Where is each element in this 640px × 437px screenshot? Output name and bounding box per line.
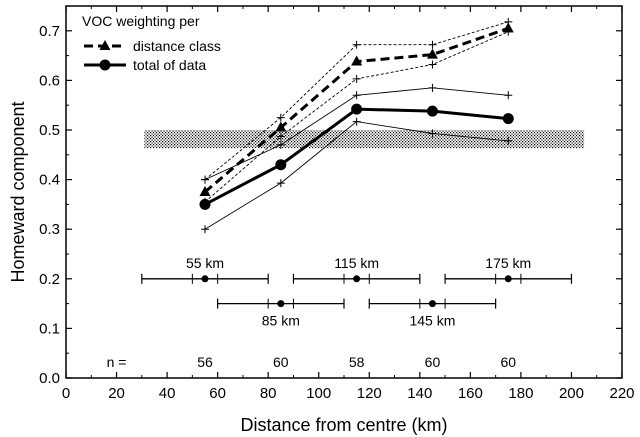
sample-size-value: 60 — [500, 354, 516, 370]
total-data-point — [275, 159, 287, 171]
total-data-lower-marker — [428, 129, 437, 138]
distance-class-lower-marker — [352, 74, 361, 83]
distance-class-point — [426, 48, 438, 59]
distance-class-label: 55 km — [186, 255, 224, 271]
x-tick-label: 20 — [108, 385, 125, 402]
distance-class-lower-marker — [428, 60, 437, 69]
total-data-upper-marker — [504, 91, 513, 100]
sample-size-value: 60 — [273, 354, 289, 370]
y-tick-label: 0.4 — [39, 172, 60, 189]
x-tick-label: 160 — [458, 385, 483, 402]
distance-class-lower-marker — [276, 132, 285, 141]
y-tick-label: 0.0 — [39, 370, 60, 387]
distance-class-point — [199, 186, 211, 196]
legend-title: VOC weighting per — [82, 13, 200, 29]
distance-class-label: 115 km — [334, 255, 379, 271]
total-data-point — [351, 103, 363, 115]
y-tick-label: 0.7 — [39, 23, 60, 40]
y-tick-label: 0.1 — [39, 320, 60, 337]
sample-size-value: 56 — [197, 354, 213, 370]
reference-band — [144, 130, 585, 149]
distance-class-center — [277, 300, 285, 308]
y-tick-label: 0.5 — [39, 122, 60, 139]
sample-size-prefix: n = — [107, 354, 127, 370]
y-tick-label: 0.2 — [39, 271, 60, 288]
distance-class-point — [275, 121, 287, 132]
sample-size-value: 60 — [425, 354, 441, 370]
total-data-lower-marker — [201, 225, 209, 234]
x-tick-label: 0 — [62, 385, 70, 402]
total-data-upper-marker — [276, 140, 285, 149]
total-data-point — [199, 198, 211, 210]
x-tick-label: 140 — [407, 385, 432, 402]
x-tick-label: 40 — [159, 385, 176, 402]
x-tick-label: 200 — [559, 385, 584, 402]
total-data-lower-marker — [504, 136, 513, 145]
distance-class-center — [201, 275, 209, 283]
distance-class-center — [428, 300, 436, 308]
distance-class-center — [504, 275, 512, 283]
y-tick-label: 0.6 — [39, 72, 60, 89]
x-tick-label: 180 — [508, 385, 533, 402]
legend-label-total-data: total of data — [133, 57, 206, 73]
x-axis-title: Distance from centre (km) — [240, 415, 447, 435]
distance-class-label: 145 km — [409, 313, 455, 329]
x-tick-label: 120 — [357, 385, 382, 402]
total-data-point — [502, 113, 514, 125]
distance-class-point — [502, 22, 514, 33]
total-data-upper-marker — [201, 175, 209, 184]
total-data-upper-marker — [428, 83, 437, 92]
x-tick-label: 60 — [209, 385, 226, 402]
distance-class-center — [353, 275, 361, 283]
total-data-lower-marker — [276, 179, 285, 188]
x-tick-label: 80 — [260, 385, 277, 402]
total-data-upper-marker — [352, 91, 361, 100]
sample-size-value: 58 — [349, 354, 365, 370]
distance-class-upper-line — [204, 21, 509, 180]
y-tick-label: 0.3 — [39, 221, 60, 238]
y-axis-title: Homeward component — [8, 101, 28, 282]
distance-class-label: 85 km — [262, 313, 300, 329]
distance-class-upper-marker — [352, 40, 361, 49]
legend-label-distance-class: distance class — [133, 38, 221, 54]
distance-class-upper-marker — [276, 113, 285, 122]
legend-marker-distance-class — [99, 40, 111, 50]
total-data-lower-marker — [352, 117, 361, 126]
x-tick-label: 220 — [609, 385, 634, 402]
distance-class-point — [351, 55, 363, 66]
distance-class-upper-marker — [428, 40, 437, 49]
x-tick-label: 100 — [306, 385, 331, 402]
distance-class-label: 175 km — [485, 255, 531, 271]
total-data-point — [426, 105, 438, 117]
legend-marker-total-data — [99, 59, 111, 71]
